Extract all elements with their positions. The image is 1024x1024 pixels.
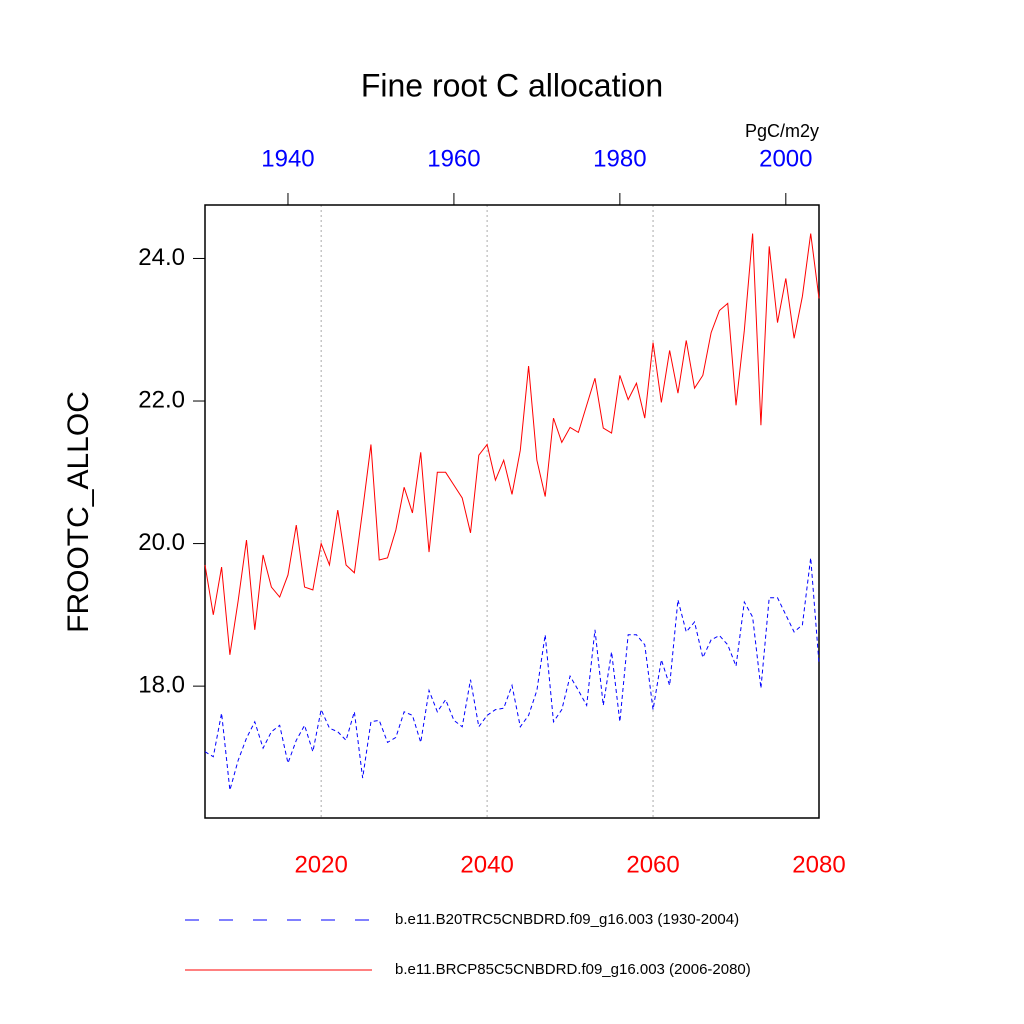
- units-label: PgC/m2y: [745, 121, 819, 141]
- legend-label: b.e11.BRCP85C5CNBDRD.f09_g16.003 (2006-2…: [395, 961, 751, 978]
- y-tick-label: 22.0: [138, 386, 185, 413]
- x-tick-label: 2020: [294, 851, 347, 878]
- x2-tick-label: 1960: [427, 145, 480, 172]
- legend-label: b.e11.B20TRC5CNBDRD.f09_g16.003 (1930-20…: [395, 911, 739, 928]
- chart-title: Fine root C allocation: [361, 67, 663, 103]
- y-axis-label: FROOTC_ALLOC: [62, 391, 95, 633]
- y-tick-label: 18.0: [138, 671, 185, 698]
- x-tick-label: 2060: [626, 851, 679, 878]
- x2-tick-label: 2000: [759, 145, 812, 172]
- x2-tick-label: 1980: [593, 145, 646, 172]
- x-tick-label: 2080: [792, 851, 845, 878]
- series-line: [204, 557, 820, 791]
- plot-frame: [204, 204, 820, 819]
- y-tick-label: 24.0: [138, 244, 185, 271]
- y-tick-label: 20.0: [138, 529, 185, 556]
- x-tick-label: 2040: [460, 851, 513, 878]
- series-line: [204, 233, 820, 655]
- x2-tick-label: 1940: [261, 145, 314, 172]
